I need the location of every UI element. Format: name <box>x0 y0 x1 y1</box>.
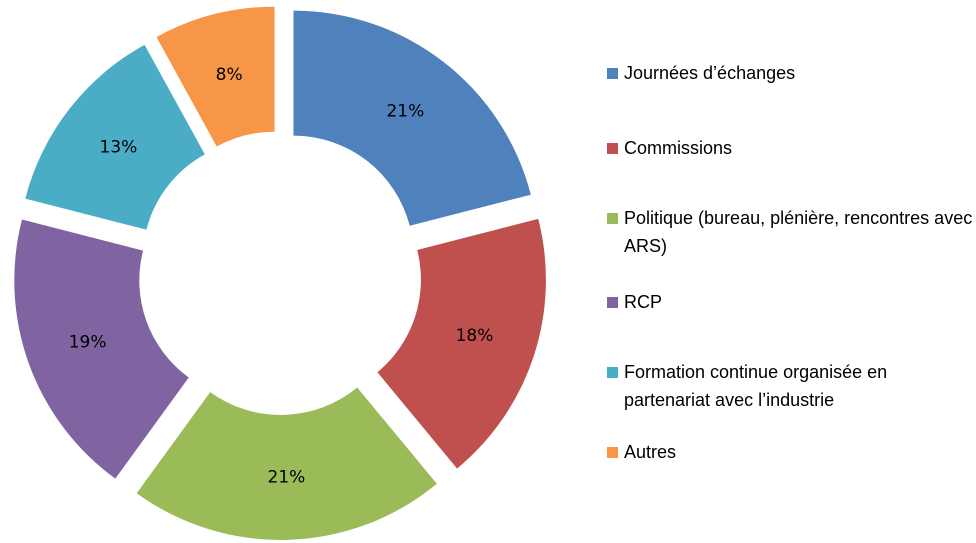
legend-swatch <box>607 447 618 458</box>
data-label: 18% <box>456 326 494 346</box>
legend-swatch <box>607 367 618 378</box>
data-label: 21% <box>386 101 424 121</box>
data-label: 13% <box>100 138 138 158</box>
legend-label: Commissions <box>624 138 733 158</box>
legend-label: Autres <box>624 442 677 462</box>
legend-swatch <box>607 297 618 308</box>
legend-label: RCP <box>624 292 663 312</box>
donut-segment <box>156 6 275 147</box>
legend-item: Formation continue organisée en partenar… <box>607 358 976 414</box>
chart: 21% 18% 21% 19% 13% 8% <box>14 6 546 540</box>
legend-label: Journées d’échanges <box>624 63 796 83</box>
donut-segment <box>25 44 205 230</box>
legend-swatch <box>607 68 618 79</box>
legend-item: RCP <box>607 288 976 316</box>
donut-segment <box>136 387 437 540</box>
data-label: 19% <box>69 332 107 352</box>
legend-label: Politique (bureau, plénière, rencontres … <box>624 208 973 256</box>
legend-item: Journées d’échanges <box>607 59 976 87</box>
legend-label: Formation continue organisée en partenar… <box>624 362 888 410</box>
donut-segment <box>377 218 546 469</box>
data-label: 21% <box>268 467 306 487</box>
legend-swatch <box>607 143 618 154</box>
legend-item: Commissions <box>607 134 976 162</box>
legend-swatch <box>607 213 618 224</box>
data-label: 8% <box>216 65 243 85</box>
donut-segment <box>14 219 189 479</box>
donut-segment <box>293 10 531 226</box>
legend-item: Politique (bureau, plénière, rencontres … <box>607 204 976 260</box>
legend-item: Autres <box>607 438 976 466</box>
